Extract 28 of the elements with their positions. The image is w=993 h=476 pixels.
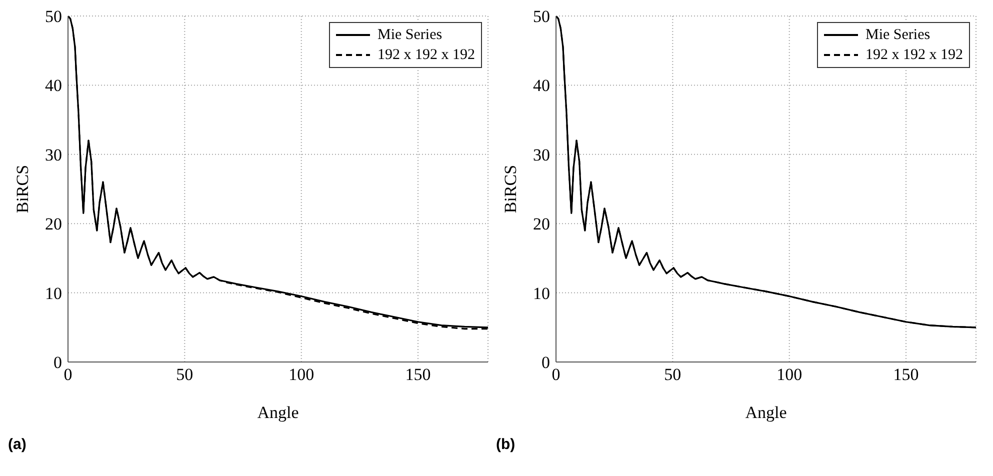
text: (b) <box>496 436 516 453</box>
y-tick-label: 30 <box>533 145 550 164</box>
x-tick-label: 100 <box>776 365 802 384</box>
x-axis-title: Angle <box>257 403 299 422</box>
x-tick-label: 100 <box>288 365 314 384</box>
legend-label: Mie Series <box>866 26 930 45</box>
legend-label: 192 x 192 x 192 <box>866 46 963 65</box>
y-tick-label: 50 <box>45 7 62 26</box>
legend-label: Mie Series <box>378 26 442 45</box>
x-tick-label: 150 <box>893 365 919 384</box>
y-tick-label: 20 <box>45 214 62 234</box>
y-tick-label: 20 <box>533 214 550 234</box>
y-axis-title: BiRCS <box>501 164 520 214</box>
y-tick-label: 30 <box>45 145 62 164</box>
y-axis-title: BiRCS <box>13 164 32 214</box>
y-tick-label: 10 <box>45 284 62 303</box>
x-tick-label: 150 <box>405 365 431 384</box>
y-tick-label: 50 <box>533 7 550 26</box>
y-tick-label: 0 <box>542 353 550 372</box>
y-tick-label: 10 <box>533 284 550 303</box>
y-tick-label: 40 <box>45 76 62 96</box>
y-tick-label: 40 <box>533 76 550 96</box>
x-axis-title: Angle <box>745 403 787 422</box>
x-tick-label: 50 <box>176 365 194 384</box>
y-tick-label: 0 <box>54 353 62 372</box>
legend-label: 192 x 192 x 192 <box>378 46 475 65</box>
x-tick-label: 50 <box>664 365 682 384</box>
text: (a) <box>8 436 26 453</box>
